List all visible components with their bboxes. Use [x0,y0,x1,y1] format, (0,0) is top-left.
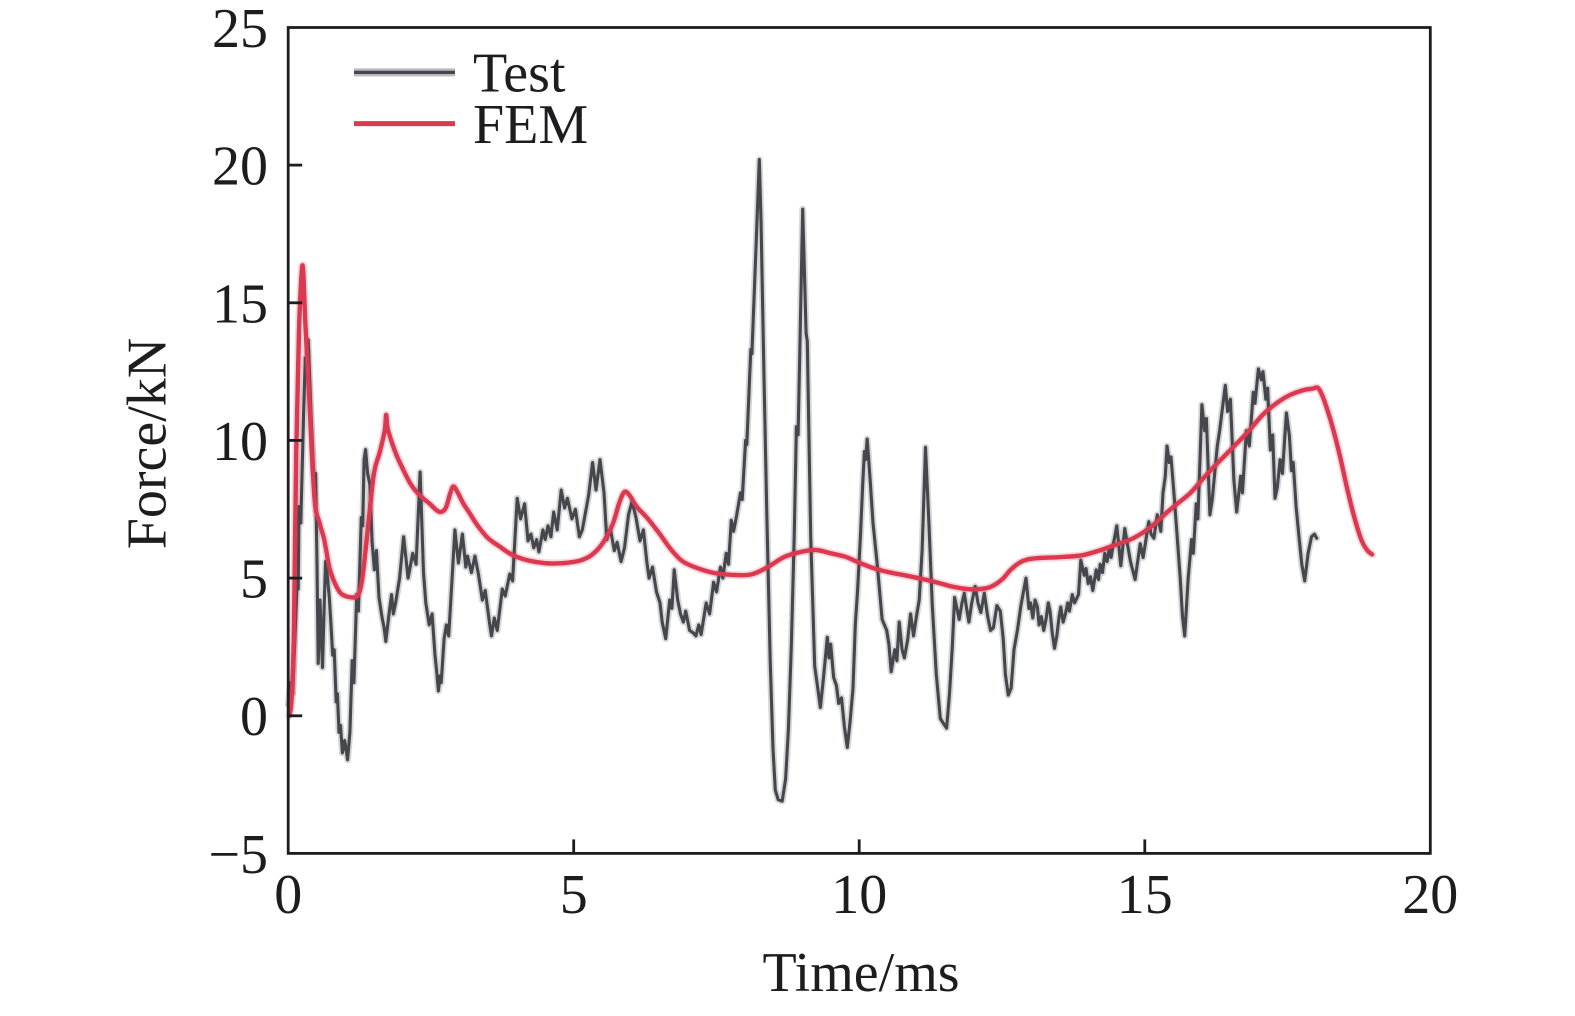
svg-text:5: 5 [560,864,588,926]
svg-text:5: 5 [240,549,268,611]
svg-text:0: 0 [240,686,268,748]
svg-text:20: 20 [212,136,268,198]
svg-text:0: 0 [274,864,302,926]
svg-text:15: 15 [1117,864,1173,926]
svg-text:20: 20 [1402,864,1458,926]
svg-text:Force/kN: Force/kN [117,338,179,550]
svg-text:25: 25 [212,0,268,60]
svg-text:10: 10 [831,864,887,926]
svg-text:10: 10 [212,411,268,473]
svg-text:FEM: FEM [473,94,588,156]
svg-text:15: 15 [212,273,268,335]
svg-text:Time/ms: Time/ms [762,942,959,1004]
svg-text:Test: Test [473,43,566,105]
svg-text:−5: −5 [208,824,268,886]
